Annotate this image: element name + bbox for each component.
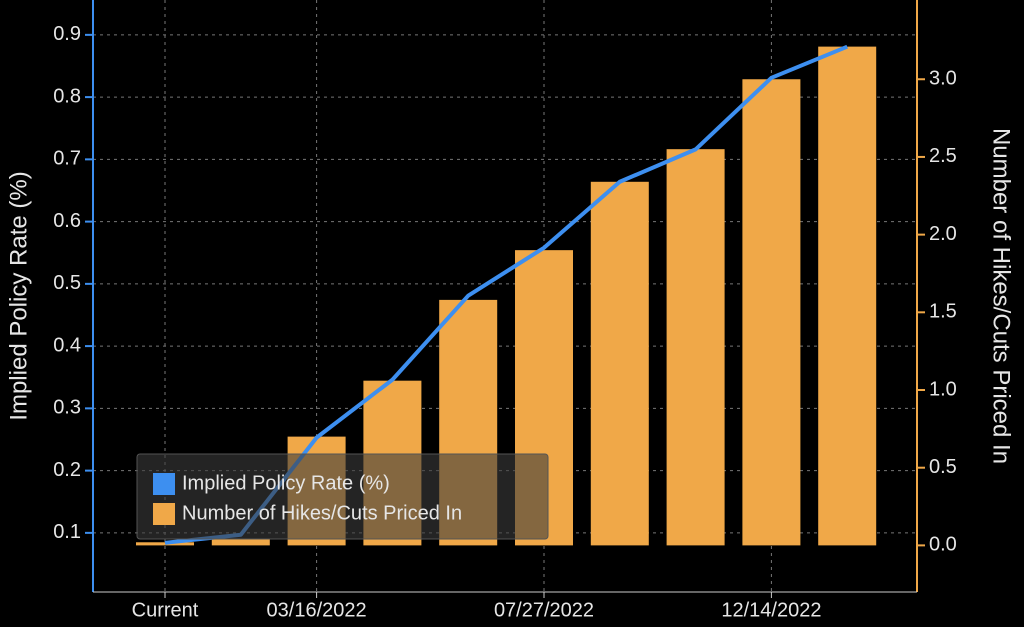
x-tick-label: 12/14/2022: [721, 599, 821, 621]
bar: [666, 149, 725, 546]
bar: [742, 79, 801, 546]
y2-tick-label: 2.5: [929, 145, 957, 167]
y-tick-label: 0.2: [53, 459, 81, 481]
legend-box: [136, 453, 549, 540]
y-tick-label: 0.9: [53, 23, 81, 45]
x-tick-label: Current: [132, 599, 199, 621]
legend-label: Number of Hikes/Cuts Priced In: [182, 502, 462, 524]
y-axis-title: Implied Policy Rate (%): [5, 171, 32, 420]
y2-tick-label: 1.5: [929, 301, 957, 323]
bar: [211, 539, 270, 546]
x-tick-label: 03/16/2022: [267, 599, 367, 621]
y-tick-label: 0.8: [53, 85, 81, 107]
legend-label: Implied Policy Rate (%): [182, 472, 390, 494]
y-tick-label: 0.3: [53, 397, 81, 419]
y2-tick-label: 3.0: [929, 68, 957, 90]
legend: Implied Policy Rate (%) Number of Hikes/C…: [136, 453, 549, 540]
y-tick-label: 0.4: [53, 334, 81, 356]
legend-swatch: [153, 503, 175, 525]
y-tick-label: 0.6: [53, 210, 81, 232]
y-tick-label: 0.1: [53, 521, 81, 543]
y2-tick-label: 2.0: [929, 223, 957, 245]
bar: [136, 542, 194, 546]
y-tick-label: 0.5: [53, 272, 81, 294]
y-tick-label: 0.7: [53, 148, 81, 170]
bar: [590, 181, 649, 546]
bar: [818, 46, 877, 546]
legend-swatch: [153, 473, 175, 495]
y2-tick-label: 0.5: [929, 456, 957, 478]
y2-axis-title: Number of Hikes/Cuts Priced In: [988, 128, 1015, 464]
y2-tick-label: 0.0: [929, 534, 957, 556]
y2-tick-label: 1.0: [929, 378, 957, 400]
x-tick-label: 07/27/2022: [494, 599, 594, 621]
